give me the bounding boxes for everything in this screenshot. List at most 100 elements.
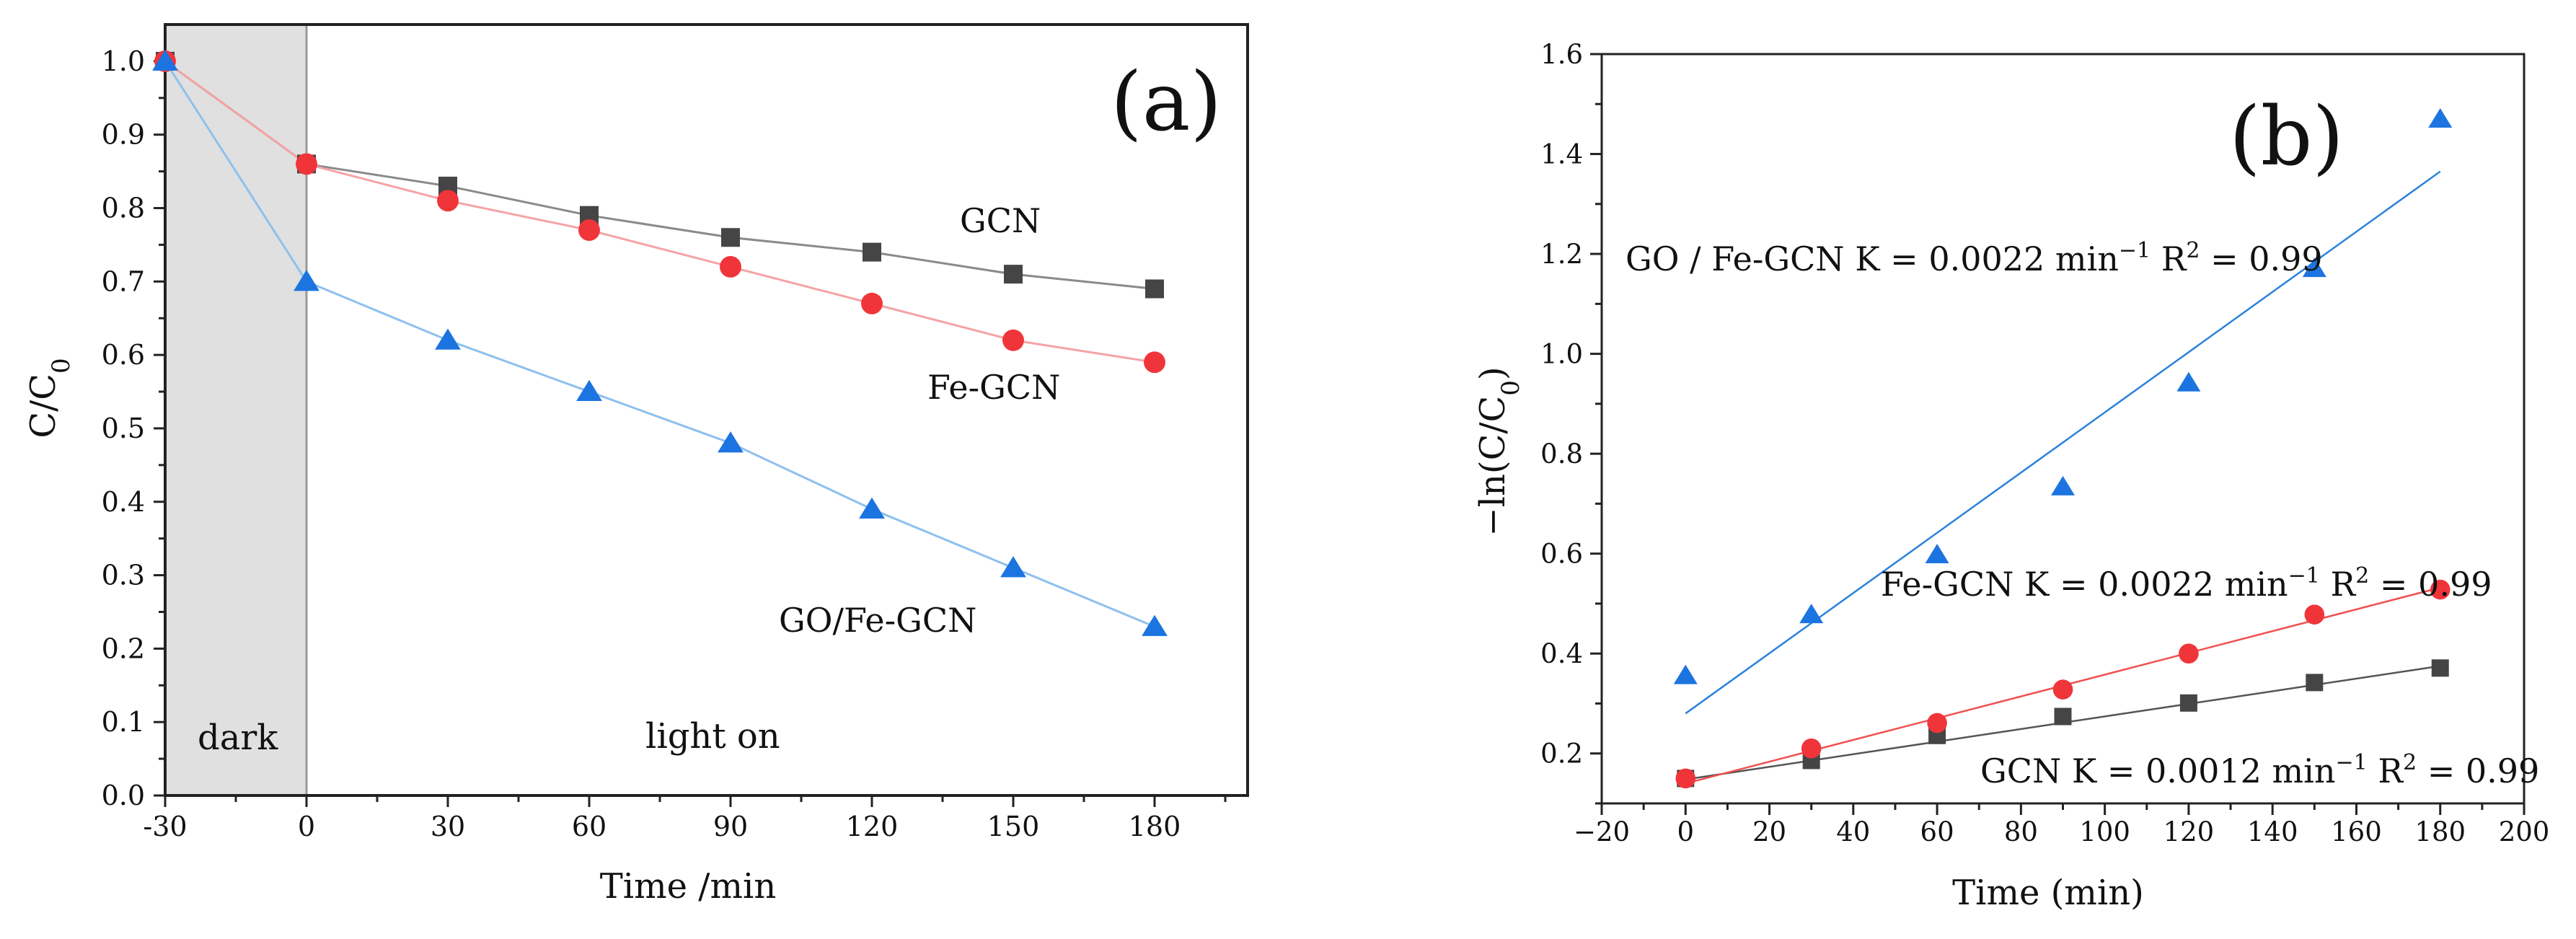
y-axis-title-a: C/C0 xyxy=(23,358,76,438)
data-point-gcn xyxy=(1004,265,1023,284)
data-point-gcn xyxy=(2306,674,2324,692)
x-tick-label-b: 0 xyxy=(1677,816,1694,847)
x-tick-label-a: 60 xyxy=(572,811,606,842)
equation-fe-gcn-r-exp: 2 xyxy=(2355,563,2369,588)
equation-go-fe-gcn-name: GO / Fe-GCN xyxy=(1626,239,1845,278)
x-tick-label-b: 80 xyxy=(2004,816,2038,847)
data-point-fe-gcn xyxy=(296,153,317,175)
data-point-go-fe-gcn xyxy=(2302,257,2326,278)
data-point-fe-gcn xyxy=(861,292,883,314)
equation-go-fe-gcn-r-val: = 0.99 xyxy=(2200,239,2322,278)
panel-a: -30 0 30 60 90 120 150 180 0.0 0.1 0.2 0.3 0.4 0.5 0.6… xyxy=(23,23,1249,907)
data-point-fe-gcn xyxy=(1002,329,1024,351)
y-tick-label-a: 0.6 xyxy=(102,339,145,371)
equation-fe-gcn-exp: −1 xyxy=(2288,563,2320,588)
data-point-fe-gcn xyxy=(2179,643,2199,664)
data-point-go-fe-gcn xyxy=(1142,614,1168,636)
equation-go-fe-gcn-r: R xyxy=(2151,239,2187,278)
equation-fe-gcn-r-val: = 0.99 xyxy=(2369,565,2492,604)
x-tick-label-b: −20 xyxy=(1574,816,1630,847)
data-point-go-fe-gcn xyxy=(576,379,602,402)
x-tick-label-b: 20 xyxy=(1752,816,1786,847)
y-tick-label-a: 0.3 xyxy=(102,560,145,591)
y-tick-label-a: 0.7 xyxy=(102,265,145,297)
y-tick-label-a: 0.5 xyxy=(102,413,145,444)
data-point-gcn xyxy=(863,242,881,262)
x-tick-label-b: 60 xyxy=(1920,816,1954,847)
data-point-go-fe-gcn xyxy=(2176,371,2201,392)
x-tick-label-a: 150 xyxy=(987,811,1040,842)
series-label-go-fe-gcn: GO/Fe-GCN xyxy=(779,601,976,640)
x-tick-label-b: 200 xyxy=(2499,816,2550,847)
series-line-go-fe-gcn xyxy=(164,61,1155,628)
y-tick-label-b: 0.2 xyxy=(1540,739,1583,770)
equation-gcn-name: GCN xyxy=(1980,751,2061,790)
axis-ticks-b: −20 0 20 40 60 80 100 120 140 160 180 200 0.2 0.4 0.6 0… xyxy=(1540,39,2549,847)
data-point-fe-gcn xyxy=(720,256,741,278)
panel-b: −20 0 20 40 60 80 100 120 140 160 180 200 0.2 0.4 0.6 0… xyxy=(1473,39,2549,913)
panel-label-b: (b) xyxy=(2229,90,2344,184)
x-tick-label-a: 180 xyxy=(1129,811,1181,842)
x-tick-label-a: 30 xyxy=(431,811,465,842)
x-tick-label-b: 160 xyxy=(2331,816,2382,847)
y-tick-label-b: 0.4 xyxy=(1540,638,1583,669)
x-axis-title-b: Time (min) xyxy=(1952,873,2144,913)
y-tick-label-b: 1.4 xyxy=(1540,139,1583,170)
y-tick-label-a: 0.1 xyxy=(102,706,145,738)
series-line-fe-gcn xyxy=(164,60,1155,363)
equation-fe-gcn-name: Fe-GCN xyxy=(1881,565,2013,604)
y-tick-label-b: 0.8 xyxy=(1540,438,1583,470)
panel-label-a: (a) xyxy=(1111,56,1222,149)
data-point-go-fe-gcn xyxy=(1799,604,1824,624)
equation-gcn: GCN K = 0.0012 min−1 R2 = 0.99 xyxy=(1980,750,2539,790)
x-tick-label-a: 90 xyxy=(713,811,748,842)
data-point-go-fe-gcn xyxy=(859,497,885,519)
data-point-go-fe-gcn xyxy=(1925,544,1949,564)
series-line-gcn xyxy=(164,60,1155,291)
data-point-go-fe-gcn xyxy=(1673,664,1698,684)
x-axis-title-a: Time /min xyxy=(600,866,777,907)
data-point-go-fe-gcn xyxy=(294,270,319,291)
equation-gcn-r-val: = 0.99 xyxy=(2417,751,2539,790)
data-point-go-fe-gcn xyxy=(2051,475,2075,495)
x-tick-label-a: -30 xyxy=(143,811,187,842)
y-tick-label-a: 0.9 xyxy=(102,119,145,151)
equation-fe-gcn: Fe-GCN K = 0.0022 min−1 R2 = 0.99 xyxy=(1881,563,2492,604)
data-point-go-fe-gcn xyxy=(435,328,461,350)
equation-fe-gcn-r: R xyxy=(2320,565,2357,604)
y-tick-label-b: 1.2 xyxy=(1540,239,1583,270)
y-axis-title-b: −ln(C/C0) xyxy=(1473,366,1525,536)
data-point-go-fe-gcn xyxy=(1000,556,1026,578)
y-tick-label-b: 1.6 xyxy=(1540,39,1583,70)
y-tick-label-a: 0.4 xyxy=(102,486,145,518)
x-tick-label-b: 140 xyxy=(2247,816,2298,847)
axis-ticks-a: -30 0 30 60 90 120 150 180 0.0 0.1 0.2 0.3 0.4 0.5 0.6… xyxy=(102,45,1227,842)
series-lines-a xyxy=(164,60,1155,628)
x-tick-label-a: 0 xyxy=(298,811,315,842)
equation-gcn-r: R xyxy=(2368,751,2404,790)
series-markers-b xyxy=(1673,108,2453,789)
x-tick-label-b: 40 xyxy=(1836,816,1870,847)
data-point-fe-gcn xyxy=(2052,679,2073,700)
equation-gcn-k: K = 0.0012 min xyxy=(2072,751,2336,790)
y-tick-label-a: 0.0 xyxy=(102,780,145,811)
data-point-go-fe-gcn xyxy=(2428,108,2453,128)
data-point-fe-gcn xyxy=(1927,713,1947,733)
equation-go-fe-gcn-exp: −1 xyxy=(2119,238,2151,263)
x-tick-label-b: 100 xyxy=(2079,816,2130,847)
series-label-gcn: GCN xyxy=(960,201,1041,240)
data-point-gcn xyxy=(2054,707,2072,726)
data-point-fe-gcn xyxy=(1144,351,1165,374)
data-point-fe-gcn xyxy=(2430,579,2451,600)
series-label-fe-gcn: Fe-GCN xyxy=(927,368,1060,407)
data-point-fe-gcn xyxy=(1801,739,1822,759)
equation-go-fe-gcn-r-exp: 2 xyxy=(2186,238,2200,263)
y-tick-label-a: 1.0 xyxy=(102,45,145,77)
region-label-light-on: light on xyxy=(645,716,780,757)
data-point-gcn xyxy=(2179,694,2197,712)
equation-go-fe-gcn: GO / Fe-GCN K = 0.0022 min−1 R2 = 0.99 xyxy=(1626,238,2323,278)
y-tick-label-b: 1.0 xyxy=(1540,339,1583,370)
equation-fe-gcn-k: K = 0.0022 min xyxy=(2024,565,2288,604)
region-label-dark: dark xyxy=(198,718,278,758)
